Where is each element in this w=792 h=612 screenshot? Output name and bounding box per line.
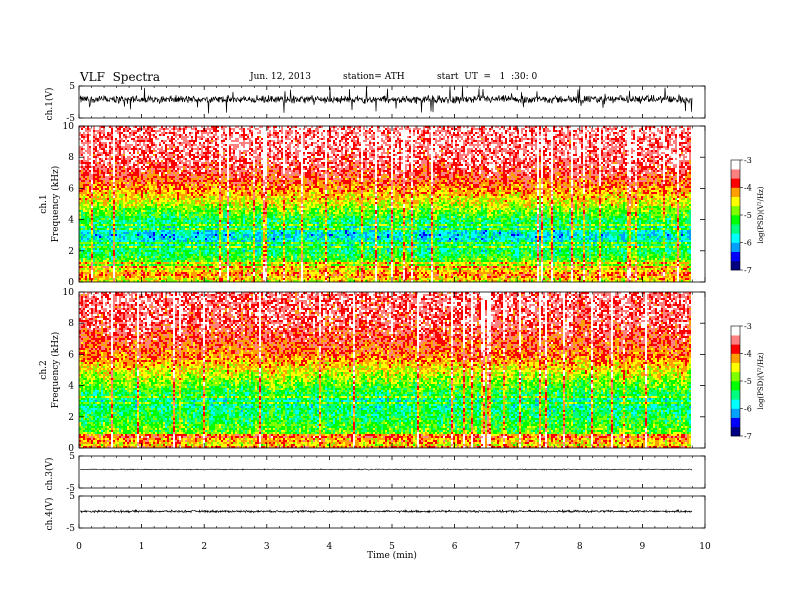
colorbar-swatch — [731, 381, 740, 391]
ch2-spectrogram-colorbar — [730, 325, 743, 437]
ch1-waveform-trace — [79, 85, 693, 114]
colorbar-swatch — [731, 335, 740, 345]
colorbar-swatch — [731, 196, 740, 207]
y-tick-label: 5 — [69, 452, 75, 462]
x-tick-label: 3 — [264, 542, 270, 552]
colorbar-tick-label: -7 — [744, 432, 752, 441]
y-tick-label: 8 — [68, 319, 74, 329]
colorbar-tick-label: -5 — [744, 377, 752, 386]
colorbar-tick-label: -7 — [744, 266, 752, 275]
ch1-spectrogram-colorbar — [730, 159, 743, 271]
colorbar-swatch — [731, 344, 740, 354]
figure-title: VLF Spectra — [80, 70, 160, 84]
ch1-waveform-frame — [78, 85, 706, 119]
x-tick-label: 2 — [201, 542, 207, 552]
ch2-spectrogram-ylabel: Frequency (kHz) — [50, 332, 61, 409]
station-label: station= ATH — [343, 72, 405, 82]
x-tick-label: 1 — [139, 542, 145, 552]
ch2-spectrogram-channel-label: ch.2 — [39, 360, 49, 379]
colorbar-label: log(PSD)(V²/Hz) — [757, 186, 765, 243]
colorbar-swatch — [731, 233, 740, 243]
y-tick-label: 2 — [68, 247, 74, 257]
colorbar-swatch — [731, 187, 740, 197]
x-tick-label: 4 — [327, 542, 333, 552]
x-tick-label: 10 — [699, 542, 711, 552]
colorbar-swatch — [731, 160, 740, 170]
y-tick-label: 0 — [68, 444, 74, 454]
x-axis-label: Time (min) — [367, 550, 417, 561]
ch4-waveform-frame — [78, 495, 706, 529]
y-tick-label: 8 — [68, 153, 74, 163]
colorbar-swatch — [731, 371, 740, 382]
x-tick-label: 5 — [389, 542, 395, 552]
colorbar-tick-label: -4 — [744, 184, 752, 193]
colorbar-swatch — [731, 205, 740, 216]
colorbar-tick-label: -6 — [744, 405, 752, 414]
y-tick-label: 10 — [63, 288, 75, 298]
colorbar-tick-label: -5 — [744, 211, 752, 220]
colorbar-swatch — [731, 251, 740, 262]
colorbar-tick-label: -6 — [744, 239, 752, 248]
y-tick-label: -5 — [66, 484, 75, 494]
y-tick-label: 5 — [69, 492, 75, 502]
y-tick-label: 5 — [69, 82, 75, 92]
colorbar-swatch — [731, 426, 740, 437]
y-tick-label: 0 — [68, 278, 74, 288]
colorbar-tick-label: -4 — [744, 350, 752, 359]
x-tick-label: 6 — [452, 542, 458, 552]
colorbar-swatch — [731, 178, 740, 188]
colorbar-swatch — [731, 260, 740, 271]
x-tick-label: 8 — [577, 542, 583, 552]
ch3-waveform-frame — [78, 455, 706, 489]
ch1-spectrogram-channel-label: ch.1 — [39, 194, 49, 213]
x-tick-label: 7 — [514, 542, 520, 552]
ch1-spectrogram-ylabel: Frequency (kHz) — [50, 166, 61, 243]
colorbar-swatch — [731, 408, 740, 418]
ch4-waveform-panel — [78, 495, 706, 529]
colorbar-label: log(PSD)(V²/Hz) — [757, 352, 765, 409]
y-tick-label: 4 — [68, 216, 74, 226]
ch4-waveform-ylabel: ch.4(V) — [44, 498, 55, 531]
colorbar-tick-label: -3 — [744, 322, 752, 331]
ch1-waveform-ylabel: ch.1(V) — [44, 88, 55, 121]
ch1-spectrogram-panel — [78, 125, 706, 283]
ch1-waveform-panel — [78, 85, 706, 119]
colorbar-swatch — [731, 390, 740, 400]
y-tick-label: -5 — [66, 114, 75, 124]
colorbar-swatch — [731, 169, 740, 179]
start-time-label: start UT = 1 :30: 0 — [437, 72, 537, 82]
y-tick-label: 2 — [68, 413, 74, 423]
ch3-waveform-panel — [78, 455, 706, 489]
ch2-spectrogram-panel — [78, 291, 706, 449]
ch4-waveform-trace — [79, 508, 693, 514]
colorbar-swatch — [731, 326, 740, 336]
y-tick-label: 6 — [68, 184, 74, 194]
colorbar-swatch — [731, 399, 740, 409]
ch3-waveform-trace — [79, 468, 693, 471]
date-label: Jun. 12, 2013 — [250, 72, 311, 82]
y-tick-label: -5 — [66, 524, 75, 534]
ch3-waveform-ylabel: ch.3(V) — [44, 458, 55, 491]
y-tick-label: 4 — [68, 382, 74, 392]
x-tick-label: 9 — [640, 542, 646, 552]
colorbar-swatch — [731, 362, 740, 373]
y-tick-label: 10 — [63, 122, 75, 132]
x-tick-label: 0 — [76, 542, 82, 552]
colorbar-swatch — [731, 242, 740, 252]
colorbar-swatch — [731, 224, 740, 234]
colorbar-tick-label: -3 — [744, 156, 752, 165]
colorbar-swatch — [731, 353, 740, 363]
colorbar-swatch — [731, 417, 740, 428]
y-tick-label: 6 — [68, 350, 74, 360]
colorbar-swatch — [731, 215, 740, 225]
